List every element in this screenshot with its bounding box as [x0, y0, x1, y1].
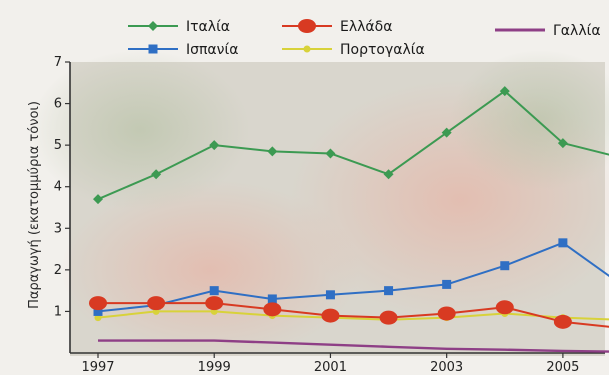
data-point: [89, 296, 107, 311]
axes: 1 2 3 4 5 6 7 1997 1999 2001 2003 2005 Παραγωγή (εκα…: [27, 55, 605, 375]
legend-entry: Ελλάδα: [282, 19, 392, 35]
data-point: [384, 286, 394, 296]
data-point: [553, 314, 572, 329]
data-point: [495, 300, 514, 315]
data-point: [441, 127, 452, 138]
legend-label: Ελλάδα: [340, 19, 392, 35]
y-tick-label: 4: [54, 180, 62, 195]
data-point: [499, 86, 510, 97]
legend-entry: Ισπανία: [128, 42, 238, 58]
y-tick-label: 7: [54, 55, 62, 70]
data-point: [442, 279, 452, 289]
y-axis-label: Παραγωγή (εκατομμύρια τόνοι): [27, 101, 42, 309]
data-point: [263, 302, 282, 317]
x-tick-label: 2001: [314, 360, 347, 375]
x-tick-label: 1999: [198, 360, 231, 375]
data-point: [147, 296, 166, 311]
background-image: [30, 50, 609, 360]
series-Ελλάδα: [89, 296, 609, 329]
data-point: [500, 261, 510, 271]
series-line: [97, 241, 609, 313]
y-tick-label: 1: [54, 304, 62, 319]
data-point: [209, 286, 219, 296]
legend: Ιταλία Ελλάδα Γαλλία Ισπανία Πορτογαλία: [128, 19, 601, 58]
data-point: [209, 140, 220, 151]
data-point: [557, 138, 568, 149]
legend-entry: Πορτογαλία: [282, 42, 425, 58]
series-line: [98, 302, 609, 328]
y-tick-label: 5: [54, 138, 62, 153]
legend-label: Ισπανία: [186, 42, 238, 58]
series-Ιταλία: [93, 86, 609, 205]
data-point: [267, 146, 278, 157]
y-tick-label: 2: [54, 263, 62, 278]
data-point: [205, 296, 224, 311]
legend-marker: [148, 21, 158, 31]
data-point: [325, 290, 335, 300]
legend-label: Πορτογαλία: [340, 42, 425, 58]
data-point: [379, 310, 398, 325]
legend-label: Ιταλία: [186, 19, 230, 35]
series-layer: [89, 86, 609, 353]
y-tick-label: 6: [54, 97, 62, 112]
legend-marker: [298, 19, 316, 33]
x-tick-label: 1997: [81, 360, 114, 375]
series-line: [97, 90, 609, 201]
legend-entry: Ιταλία: [128, 19, 230, 35]
data-point: [151, 169, 162, 180]
x-tick-label: 2003: [430, 360, 463, 375]
y-tick-label: 3: [54, 221, 62, 236]
legend-entry: Γαλλία: [495, 23, 601, 39]
data-point: [437, 306, 456, 321]
data-point: [93, 194, 103, 205]
legend-marker: [148, 44, 158, 54]
data-point: [325, 148, 336, 159]
legend-marker: [303, 45, 311, 53]
data-point: [321, 308, 340, 323]
data-point: [267, 294, 277, 304]
series-line: [98, 339, 609, 353]
series-line: [97, 310, 609, 321]
series-Γαλλία: [98, 339, 609, 353]
data-point: [93, 306, 103, 316]
x-tick-label: 2005: [546, 360, 579, 375]
data-point: [558, 238, 568, 248]
legend-label: Γαλλία: [553, 23, 601, 39]
data-point: [383, 169, 394, 180]
